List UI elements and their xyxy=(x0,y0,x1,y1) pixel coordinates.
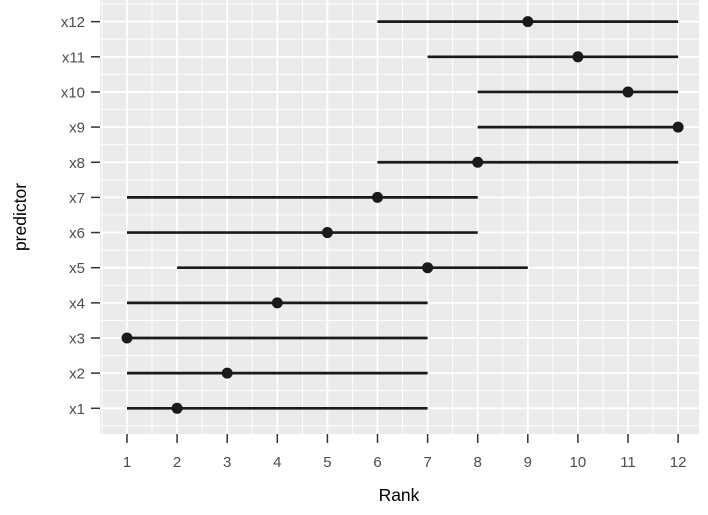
x-tick-label: 5 xyxy=(323,454,331,471)
y-tick-label: x9 xyxy=(69,120,85,137)
rank-point-x9 xyxy=(672,121,684,133)
y-tick-label: x11 xyxy=(62,49,85,66)
rank-point-x10 xyxy=(622,86,634,98)
x-tick-label: 4 xyxy=(273,454,281,471)
x-tick-label: 7 xyxy=(423,454,431,471)
x-tick-label: 1 xyxy=(123,454,131,471)
x-tick-label: 11 xyxy=(620,454,636,471)
rank-point-x4 xyxy=(271,297,283,309)
axis-tick-marks xyxy=(91,20,679,443)
rank-point-x5 xyxy=(422,262,434,274)
x-tick-label: 6 xyxy=(373,454,381,471)
rank-point-x3 xyxy=(121,332,133,344)
y-tick-label: x3 xyxy=(69,331,85,348)
y-tick-label: x8 xyxy=(69,155,85,172)
rank-point-x8 xyxy=(472,156,484,168)
y-tick-label: x4 xyxy=(69,295,85,312)
x-tick-label: 12 xyxy=(670,454,687,471)
x-tick-label: 10 xyxy=(570,454,587,471)
rank-point-x6 xyxy=(321,227,333,239)
axis-tick-labels: 1 2 3 4 5 6 7 8 9 10 11 12x1x2x3x4x5x6x7x8x9x10x11x… xyxy=(61,14,687,471)
y-tick-label: x2 xyxy=(69,366,85,383)
y-tick-label: x5 xyxy=(69,260,85,277)
x-axis-title: Rank xyxy=(379,485,420,505)
x-tick-label: 3 xyxy=(223,454,231,471)
x-tick-label: 9 xyxy=(524,454,532,471)
y-tick-label: x1 xyxy=(69,401,85,418)
y-axis-title: predictor xyxy=(10,183,30,251)
y-tick-label: x6 xyxy=(69,225,85,242)
rank-point-x1 xyxy=(171,402,183,414)
rank-point-x12 xyxy=(522,16,534,28)
y-tick-label: x12 xyxy=(61,14,85,31)
y-tick-label: x7 xyxy=(69,190,85,207)
data-range-lines-and-points xyxy=(121,16,684,414)
plot-panel-background xyxy=(100,0,699,434)
x-tick-label: 2 xyxy=(173,454,181,471)
rank-point-x7 xyxy=(372,191,383,203)
y-tick-label: x10 xyxy=(61,84,85,101)
x-tick-label: 8 xyxy=(474,454,482,471)
minor-gridlines xyxy=(100,0,699,434)
rank-point-x2 xyxy=(221,367,233,379)
rank-point-x11 xyxy=(572,51,584,63)
